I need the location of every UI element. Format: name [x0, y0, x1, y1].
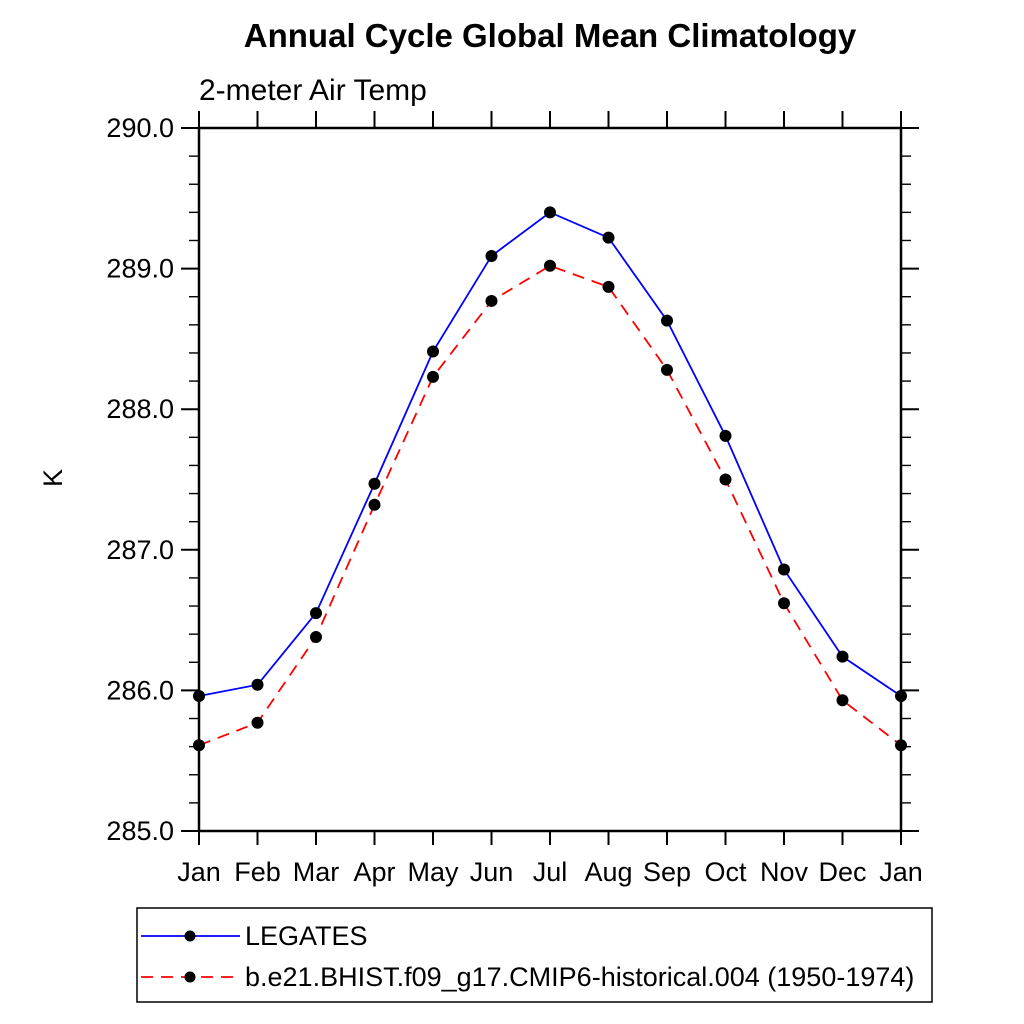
x-tick-label: Apr: [353, 857, 395, 887]
data-point: [895, 690, 907, 703]
y-tick-label: 285.0: [106, 816, 174, 846]
plot-frame: [197, 126, 903, 833]
chart-title: Annual Cycle Global Mean Climatology: [244, 17, 857, 54]
data-point: [544, 206, 556, 219]
data-point: [310, 630, 322, 643]
data-point: [427, 370, 439, 383]
x-tick-label: Jan: [177, 857, 221, 887]
data-point: [485, 294, 498, 307]
y-tick-label: 286.0: [106, 675, 174, 705]
legend-marker: [184, 971, 196, 983]
data-point: [368, 477, 381, 490]
x-tick-label: Nov: [760, 857, 809, 887]
legend-marker: [184, 930, 196, 942]
data-point: [661, 314, 673, 327]
x-tick-label: Aug: [584, 857, 632, 887]
x-tick-label: Jul: [533, 857, 568, 887]
series-line-2: [198, 264, 902, 747]
data-point: [368, 498, 381, 511]
data-point: [251, 678, 264, 691]
chart-subtitle: 2-meter Air Temp: [199, 74, 427, 107]
data-point: [778, 563, 790, 576]
data-point: [251, 716, 264, 729]
x-tick-label: Oct: [704, 857, 747, 887]
data-point: [310, 607, 322, 620]
legend-item-label: LEGATES: [245, 921, 368, 951]
data-point: [485, 249, 498, 262]
data-point: [719, 429, 732, 442]
data-point: [719, 473, 732, 486]
y-tick-label: 287.0: [106, 535, 174, 565]
legend-box: [136, 907, 933, 1003]
data-point: [602, 280, 615, 293]
plot-area: 285.0 286.0 287.0 288.0 289.0 290.0 Jan Feb Mar A…: [106, 111, 923, 887]
data-point: [836, 694, 849, 707]
data-point: [778, 597, 790, 610]
y-tick-label: 290.0: [106, 113, 174, 143]
y-tick-label: 289.0: [106, 254, 174, 284]
data-point: [544, 259, 556, 272]
data-point: [193, 690, 205, 703]
data-point: [427, 345, 439, 358]
x-tick-label: Sep: [643, 857, 691, 887]
x-tick-label: Jun: [470, 857, 514, 887]
y-tick-label: 288.0: [106, 394, 174, 424]
x-tick-label: Feb: [234, 857, 281, 887]
data-point: [602, 231, 615, 244]
y-axis-label: K: [38, 469, 68, 487]
data-point: [836, 650, 849, 663]
data-point: [895, 739, 907, 752]
x-tick-label: Jan: [879, 857, 923, 887]
x-tick-label: Dec: [818, 857, 866, 887]
legend-item-label: b.e21.BHIST.f09_g17.CMIP6-historical.004…: [245, 962, 914, 992]
data-point: [193, 739, 205, 752]
legend: LEGATES b.e21.BHIST.f09_g17.CMIP6-histori…: [136, 907, 933, 1003]
x-tick-label: Mar: [293, 857, 340, 887]
data-point: [661, 363, 673, 376]
x-tick-label: May: [407, 857, 459, 887]
